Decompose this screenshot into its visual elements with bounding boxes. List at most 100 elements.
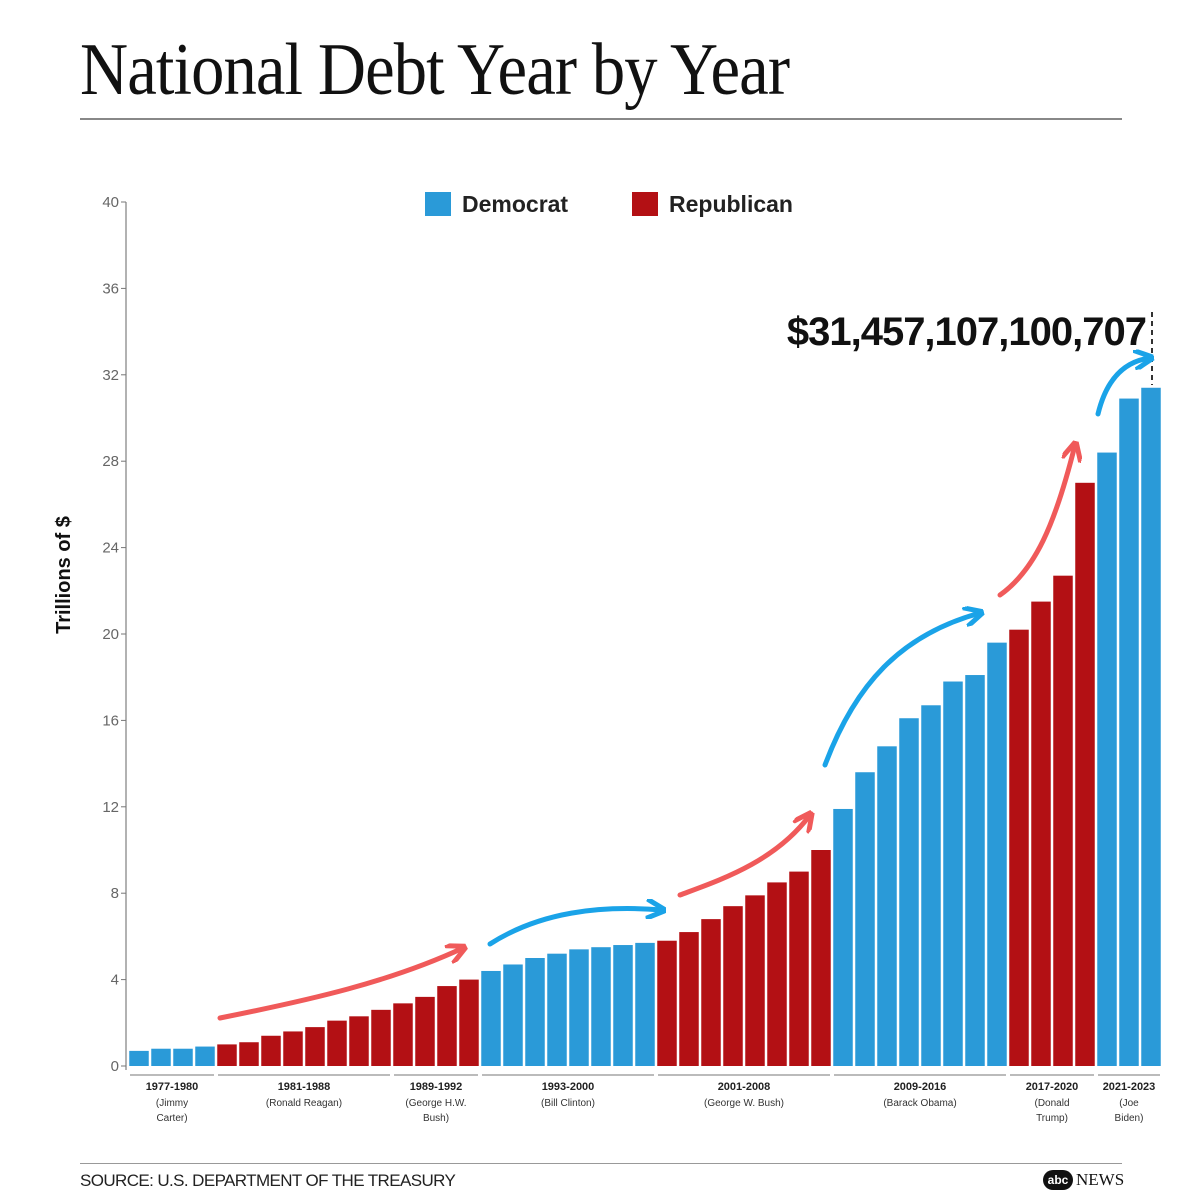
bar-2019-republican [1053, 575, 1073, 1066]
bar-2001-republican [657, 940, 677, 1066]
bar-1997-democrat [569, 949, 589, 1066]
total-debt-annotation: $31,457,107,100,707 [787, 310, 1146, 354]
arrow-bush-red [677, 815, 810, 898]
bar-2008-republican [811, 850, 831, 1066]
bar-2022-democrat [1119, 398, 1139, 1066]
bar-1982-republican [239, 1042, 259, 1066]
bars [129, 387, 1161, 1066]
period-president-label: Trump) [1036, 1113, 1068, 1124]
bar-1984-republican [283, 1031, 303, 1066]
bar-1985-republican [305, 1027, 325, 1066]
period-years-label: 1989-1992 [410, 1081, 463, 1093]
abc-logo-text: NEWS [1076, 1170, 1125, 1189]
y-tick-label: 28 [102, 453, 119, 470]
period-president-label: (George H.W. [405, 1098, 466, 1109]
period-president-label: Bush) [423, 1113, 449, 1124]
bar-1998-democrat [591, 947, 611, 1066]
legend-label-republican: Republican [669, 191, 793, 217]
y-tick-label: 32 [102, 367, 119, 384]
page-title: National Debt Year by Year [80, 29, 790, 111]
bar-1990-republican [415, 996, 435, 1066]
bar-1980-democrat [195, 1046, 215, 1066]
source-note: SOURCE: U.S. DEPARTMENT OF THE TREASURY [80, 1171, 456, 1190]
y-tick-label: 24 [102, 540, 119, 557]
bar-2006-republican [767, 882, 787, 1066]
legend-swatch-democrat [425, 192, 451, 216]
period-president-label: (Bill Clinton) [541, 1098, 595, 1109]
bar-2005-republican [745, 895, 765, 1066]
period-president-label: (George W. Bush) [704, 1098, 784, 1109]
bar-2004-republican [723, 906, 743, 1066]
y-tick-label: 4 [111, 972, 119, 989]
arrow-trump-red [997, 445, 1075, 598]
bar-2016-democrat [987, 642, 1007, 1066]
period-years-label: 2017-2020 [1026, 1081, 1079, 1093]
bar-1993-democrat [481, 970, 501, 1066]
bar-2023-democrat [1141, 387, 1161, 1066]
period-years-label: 2021-2023 [1103, 1081, 1156, 1093]
bar-1991-republican [437, 986, 457, 1066]
y-axis-ticks: 0 4 8 12 16 20 24 28 32 36 40 [102, 194, 126, 1075]
bar-2002-republican [679, 932, 699, 1066]
y-tick-label: 20 [102, 626, 119, 643]
abc-logo-mark: abc [1043, 1170, 1073, 1190]
bar-2012-democrat [899, 718, 919, 1066]
period-years-label: 1981-1988 [278, 1081, 331, 1093]
bar-1995-democrat [525, 958, 545, 1066]
period-president-label: (Barack Obama) [883, 1098, 956, 1109]
period-president-label: (Joe [1119, 1098, 1139, 1109]
period-president-label: (Jimmy [156, 1098, 188, 1109]
y-axis-title: Trillions of $ [53, 516, 75, 634]
bar-2014-democrat [943, 681, 963, 1066]
bar-2013-democrat [921, 705, 941, 1066]
bar-1986-republican [327, 1020, 347, 1066]
bar-2007-republican [789, 871, 809, 1066]
bar-2017-republican [1009, 629, 1029, 1066]
period-president-label: Biden) [1115, 1113, 1144, 1124]
period-years-label: 2001-2008 [718, 1081, 771, 1093]
period-years-label: 2009-2016 [894, 1081, 947, 1093]
title-divider [80, 118, 1122, 120]
bar-1981-republican [217, 1044, 237, 1066]
bar-2015-democrat [965, 675, 985, 1066]
bar-2011-democrat [877, 746, 897, 1066]
period-years-label: 1977-1980 [146, 1081, 199, 1093]
bar-1983-republican [261, 1035, 281, 1066]
footer-divider [80, 1163, 1122, 1164]
y-tick-label: 0 [111, 1058, 119, 1075]
bar-1977-democrat [129, 1050, 149, 1066]
arrow-reagan-bush-red [217, 948, 463, 1021]
bar-1988-republican [371, 1009, 391, 1066]
bar-2000-democrat [635, 942, 655, 1066]
y-tick-label: 12 [102, 799, 119, 816]
arrow-obama-blue [822, 613, 980, 768]
period-president-label: (Ronald Reagan) [266, 1098, 342, 1109]
arrow-clinton-blue [487, 909, 662, 947]
legend-label-democrat: Democrat [462, 191, 568, 217]
y-tick-label: 40 [102, 194, 119, 211]
bar-1989-republican [393, 1003, 413, 1066]
arrow-biden-blue [1095, 358, 1150, 417]
bar-1978-democrat [151, 1048, 171, 1066]
bar-2009-democrat [833, 808, 853, 1066]
bar-1979-democrat [173, 1048, 193, 1066]
legend-swatch-republican [632, 192, 658, 216]
trend-arrows [217, 358, 1150, 1021]
bar-2003-republican [701, 919, 721, 1066]
bar-2020-republican [1075, 482, 1095, 1066]
y-tick-label: 16 [102, 712, 119, 729]
bar-2010-democrat [855, 772, 875, 1066]
bar-2021-democrat [1097, 452, 1117, 1066]
y-tick-label: 36 [102, 280, 119, 297]
abc-news-logo: abc NEWS [1043, 1170, 1124, 1190]
bar-2018-republican [1031, 601, 1051, 1066]
bar-1992-republican [459, 979, 479, 1066]
bar-1994-democrat [503, 964, 523, 1066]
bar-1987-republican [349, 1016, 369, 1066]
period-years-label: 1993-2000 [542, 1081, 595, 1093]
y-tick-label: 8 [111, 885, 119, 902]
period-president-label: Carter) [156, 1113, 187, 1124]
period-president-label: (Donald [1034, 1098, 1069, 1109]
x-axis-period-labels: 1977-1980 (Jimmy Carter) 1981-1988 (Ronald R… [130, 1074, 1160, 1124]
